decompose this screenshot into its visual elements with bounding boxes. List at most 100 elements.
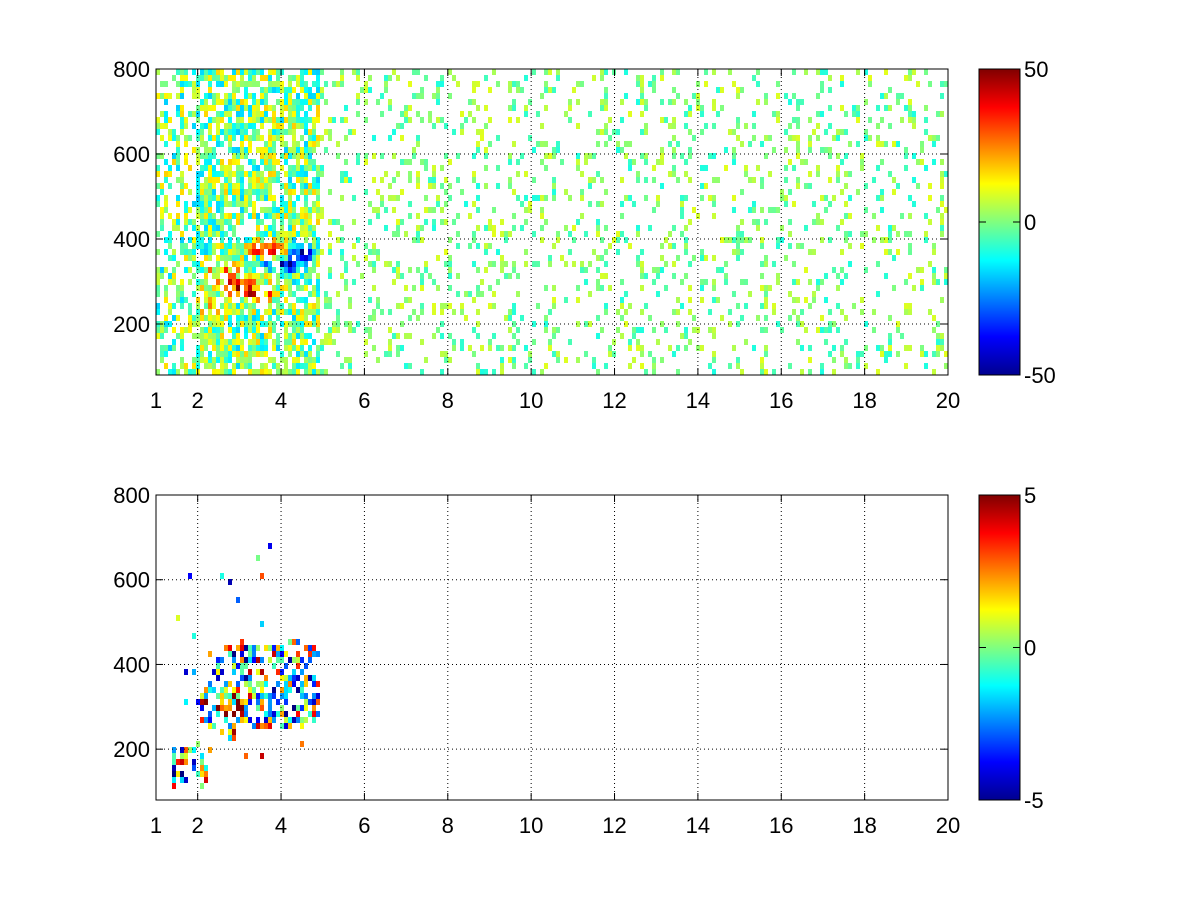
heatmap-cell: [688, 219, 692, 225]
heatmap-cell: [312, 93, 316, 99]
heatmap-cell: [488, 345, 492, 351]
heatmap-cell: [304, 369, 308, 375]
heatmap-cell: [212, 135, 216, 141]
heatmap-cell: [316, 369, 320, 375]
heatmap-cell: [168, 213, 172, 219]
heatmap-cell: [444, 153, 448, 159]
heatmap-cell: [200, 105, 204, 111]
heatmap-cell: [272, 105, 276, 111]
heatmap-cell: [460, 189, 464, 195]
heatmap-cell: [264, 111, 268, 117]
heatmap-cell: [208, 75, 212, 81]
heatmap-cell: [232, 123, 236, 129]
heatmap-cell: [936, 279, 940, 285]
heatmap-cell: [700, 255, 704, 261]
heatmap-cell: [288, 681, 292, 687]
heatmap-cell: [472, 261, 476, 267]
heatmap-cell: [352, 195, 356, 201]
heatmap-cell: [628, 363, 632, 369]
heatmap-cell: [220, 693, 224, 699]
heatmap-cell: [376, 303, 380, 309]
heatmap-cell: [220, 207, 224, 213]
heatmap-cell: [416, 231, 420, 237]
heatmap-cell: [416, 135, 420, 141]
heatmap-cell: [256, 285, 260, 291]
heatmap-cell: [336, 291, 340, 297]
heatmap-cell: [936, 351, 940, 357]
heatmap-cell: [292, 129, 296, 135]
heatmap-cell: [696, 213, 700, 219]
heatmap-cell: [220, 345, 224, 351]
heatmap-cell: [784, 147, 788, 153]
heatmap-cell: [208, 87, 212, 93]
heatmap-cell: [304, 705, 308, 711]
heatmap-cell: [704, 81, 708, 87]
heatmap-cell: [700, 279, 704, 285]
heatmap-cell: [768, 171, 772, 177]
heatmap-cell: [264, 279, 268, 285]
heatmap-cell: [636, 231, 640, 237]
heatmap-cell: [224, 339, 228, 345]
heatmap-cell: [176, 105, 180, 111]
heatmap-cell: [912, 69, 916, 75]
heatmap-cell: [308, 183, 312, 189]
heatmap-cell: [236, 693, 240, 699]
heatmap-cell: [264, 141, 268, 147]
heatmap-cell: [324, 291, 328, 297]
heatmap-cell: [584, 321, 588, 327]
heatmap-cell: [784, 165, 788, 171]
heatmap-cell: [828, 321, 832, 327]
heatmap-cell: [432, 303, 436, 309]
heatmap-cell: [532, 69, 536, 75]
heatmap-cell: [840, 219, 844, 225]
heatmap-cell: [436, 285, 440, 291]
heatmap-cell: [164, 117, 168, 123]
heatmap-cell: [660, 267, 664, 273]
heatmap-cell: [156, 183, 160, 189]
heatmap-cell: [236, 597, 240, 603]
heatmap-cell: [236, 69, 240, 75]
heatmap-cell: [736, 123, 740, 129]
heatmap-cell: [208, 207, 212, 213]
y-tick-label: 400: [113, 652, 150, 677]
heatmap-cell: [204, 255, 208, 261]
heatmap-cell: [532, 339, 536, 345]
heatmap-cell: [312, 117, 316, 123]
heatmap-cell: [940, 177, 944, 183]
heatmap-cell: [232, 699, 236, 705]
heatmap-cell: [732, 81, 736, 87]
heatmap-cell: [296, 75, 300, 81]
heatmap-cell: [276, 129, 280, 135]
heatmap-cell: [304, 303, 308, 309]
heatmap-cell: [320, 207, 324, 213]
heatmap-cell: [484, 75, 488, 81]
heatmap-cell: [284, 99, 288, 105]
heatmap-cell: [252, 177, 256, 183]
heatmap-cell: [256, 111, 260, 117]
heatmap-cell: [480, 345, 484, 351]
heatmap-cell: [216, 81, 220, 87]
heatmap-cell: [748, 207, 752, 213]
heatmap-cell: [172, 135, 176, 141]
heatmap-cell: [316, 291, 320, 297]
heatmap-cell: [328, 243, 332, 249]
heatmap-cell: [752, 219, 756, 225]
heatmap-cell: [712, 297, 716, 303]
heatmap-cell: [172, 75, 176, 81]
heatmap-cell: [476, 207, 480, 213]
heatmap-cell: [236, 351, 240, 357]
heatmap-cell: [608, 345, 612, 351]
heatmap-cell: [900, 213, 904, 219]
heatmap-cell: [420, 309, 424, 315]
heatmap-cell: [272, 213, 276, 219]
heatmap-cell: [264, 147, 268, 153]
heatmap-cell: [640, 261, 644, 267]
heatmap-cell: [872, 237, 876, 243]
heatmap-cell: [876, 105, 880, 111]
heatmap-cell: [220, 303, 224, 309]
heatmap-cell: [940, 219, 944, 225]
heatmap-cell: [344, 285, 348, 291]
heatmap-cell: [232, 99, 236, 105]
heatmap-cell: [420, 303, 424, 309]
heatmap-cell: [676, 309, 680, 315]
